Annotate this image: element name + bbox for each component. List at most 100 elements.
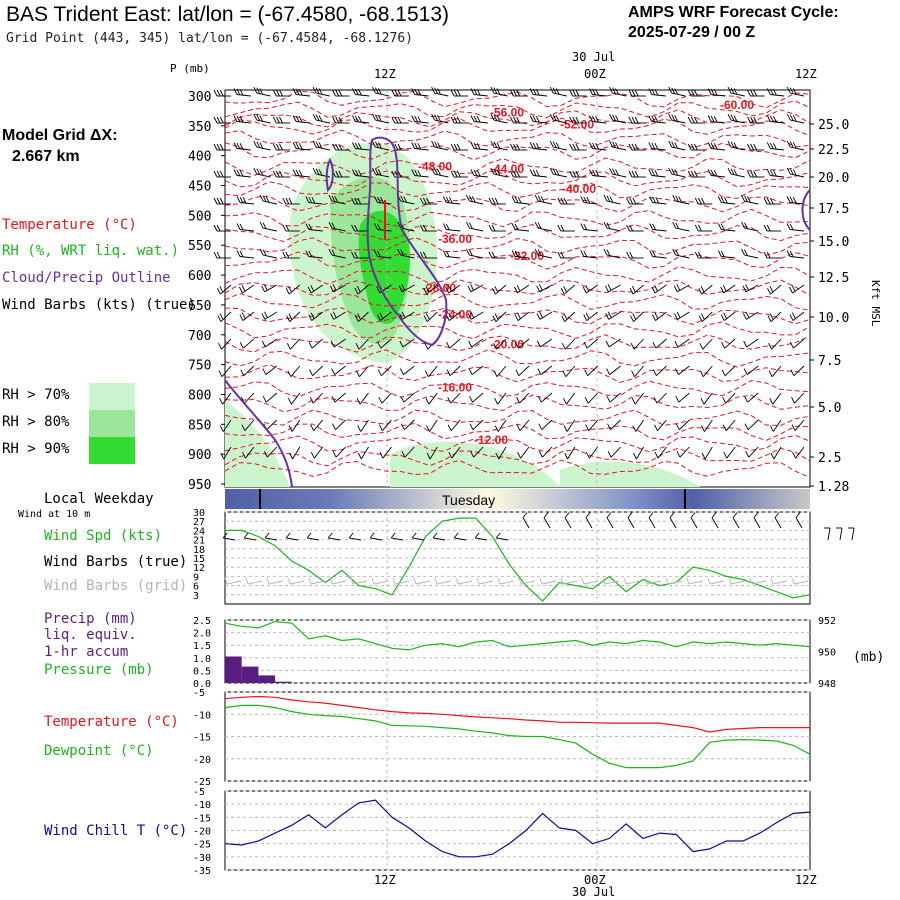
wind-barb (236, 250, 254, 259)
wind-barb-feather (789, 314, 794, 321)
wind-barb-feather (374, 168, 379, 175)
wind-barb-feather (745, 311, 750, 319)
wind-barb-feather (298, 142, 303, 150)
wind-barb-staff (671, 119, 686, 124)
grid-wind-barb (518, 577, 536, 585)
true-wind-barb (648, 512, 656, 529)
wind-barb-feather (219, 197, 224, 205)
wind-barb (447, 392, 461, 404)
wind-barb (653, 392, 667, 404)
wind-barb-feather (241, 424, 246, 431)
wind-barb-feather (470, 311, 475, 319)
wind-barb-feather (490, 167, 495, 175)
wind-barb-feather (514, 250, 519, 258)
wind-barb (786, 167, 805, 178)
wind-barb (445, 284, 461, 294)
wind-barb-staff (375, 146, 390, 151)
wind-barb-staff (612, 173, 627, 178)
wind-barb-feather (354, 115, 359, 123)
wind-barb (287, 392, 301, 405)
wind-barb-staff (402, 338, 415, 348)
wind-barb-staff (222, 419, 232, 432)
wind-barb-feather (634, 116, 639, 124)
wind-barb (694, 224, 713, 232)
wind-barb (727, 86, 745, 97)
wind-barb-staff (263, 200, 277, 205)
wind-barb-feather (730, 87, 735, 94)
wind-barb-staff (703, 392, 713, 405)
wind-barb-feather (701, 197, 705, 205)
wind-barb-feather (289, 452, 294, 460)
wind-barb-staff (308, 202, 323, 205)
wind-barb-feather (626, 197, 631, 205)
wind-barb-feather (720, 250, 725, 258)
wind-barb (549, 140, 567, 151)
wind-barb-feather (538, 450, 543, 458)
wind-barb-staff (651, 94, 666, 97)
wind-barb (490, 140, 508, 151)
wind-barb (727, 167, 745, 178)
wind-barb-feather (263, 284, 268, 291)
wind-barb-feather (723, 196, 728, 204)
legend-pressure: Pressure (mb) (44, 662, 154, 678)
wind-barb-feather (753, 143, 758, 151)
wind-barb-feather (310, 312, 315, 319)
wind-barb-feather (552, 87, 557, 94)
wind-barb (700, 392, 713, 405)
wind-barb-feather (532, 115, 537, 123)
wind-barb-feather (583, 314, 588, 321)
wind-barb-feather (572, 143, 577, 151)
wind-barb-staff (793, 365, 805, 377)
wind-barb (419, 251, 438, 259)
wind-barb-feather (720, 196, 725, 204)
wind-barb (259, 221, 277, 232)
wind-barb-feather (437, 88, 442, 95)
wind-barb-feather (493, 141, 498, 148)
wind-barb-feather (377, 223, 381, 231)
wind-barb-feather (358, 88, 362, 96)
wind-barb (648, 88, 666, 97)
wind-barb (309, 392, 324, 404)
wind-barb (786, 250, 805, 259)
wind-barb-feather (766, 88, 771, 95)
true-barb-feather (627, 512, 633, 518)
wind-barb (791, 392, 805, 404)
wind-barb-staff (747, 419, 759, 431)
wind-barb (399, 365, 415, 375)
wind-barb-feather (397, 89, 402, 97)
time-tick-label: 00Z (584, 67, 606, 81)
wind-barb-staff (473, 446, 484, 458)
wind-barb-feather (654, 312, 659, 319)
wind-barb (723, 446, 736, 459)
wind-barb-staff (265, 338, 278, 348)
wind-barb-feather (583, 196, 588, 204)
wind-barb (585, 446, 599, 459)
wind-barb-feather (425, 313, 430, 320)
wind-barb-feather (239, 314, 244, 321)
wind-barb-feather (536, 285, 541, 293)
wind-barb (261, 284, 278, 293)
wind-barb-staff (220, 284, 232, 295)
temperature-contour-19 (224, 334, 811, 353)
wind-barb (561, 338, 576, 350)
kft-tick-label: 22.5 (818, 143, 849, 158)
true-barb-staff (522, 517, 530, 529)
wind-barb (351, 115, 370, 124)
wind-barb-feather (253, 140, 258, 148)
wind-barb-staff (471, 338, 484, 348)
wind-barb-feather (675, 195, 680, 202)
wind-barb-feather (219, 313, 224, 320)
wind-barb-feather (747, 89, 751, 97)
wind-barb (537, 392, 553, 403)
wind-barb-staff (222, 392, 232, 405)
wind-barb-staff (633, 338, 644, 350)
wind-barb-staff (519, 392, 530, 404)
wind-barb-feather (493, 114, 498, 121)
wind-barb (763, 251, 782, 259)
wind-barb (763, 197, 782, 205)
wind-barb-staff (497, 419, 507, 432)
wind-barb (233, 142, 251, 151)
wind-barb-staff (429, 446, 438, 460)
wind-barb (262, 365, 278, 375)
